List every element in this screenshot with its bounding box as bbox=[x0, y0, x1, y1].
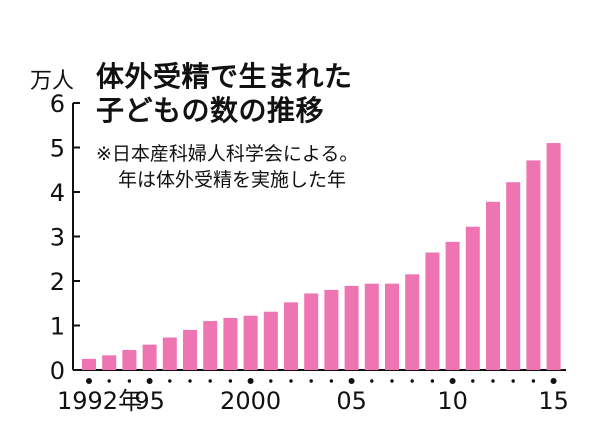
bar-2003 bbox=[304, 293, 319, 370]
x-tick-dot bbox=[430, 379, 435, 383]
bar-2009 bbox=[425, 252, 440, 370]
bar-2001 bbox=[263, 311, 278, 370]
bar-1995 bbox=[142, 344, 157, 370]
bar-1993 bbox=[102, 355, 117, 370]
bar-2002 bbox=[284, 302, 298, 370]
bar-2007 bbox=[385, 283, 399, 370]
chart-note-source: ※日本産科婦人科学会による。 bbox=[96, 143, 359, 165]
chart-note-year-definition: 年は体外受精を実施した年 bbox=[118, 169, 347, 191]
chart-title-line-2: 子どもの数の推移 bbox=[96, 94, 325, 127]
y-tick-label: 3 bbox=[50, 224, 65, 252]
x-tick-dot bbox=[208, 379, 212, 383]
x-tick-dot bbox=[390, 379, 394, 383]
x-tick-label: 15 bbox=[538, 387, 569, 415]
x-tick-dot bbox=[449, 378, 456, 384]
y-tick-label: 6 bbox=[50, 90, 65, 118]
x-tick-label: 10 bbox=[437, 387, 468, 415]
x-tick-dot bbox=[127, 379, 132, 383]
x-tick-label: 1992年 bbox=[57, 387, 142, 415]
y-tick-label: 4 bbox=[50, 179, 65, 207]
x-tick-dot bbox=[247, 378, 254, 384]
bar-2006 bbox=[364, 283, 379, 370]
x-tick-dot bbox=[531, 379, 536, 383]
x-tick-dot bbox=[370, 379, 374, 383]
bar-2012 bbox=[486, 201, 500, 370]
y-tick-label: 2 bbox=[50, 268, 65, 296]
x-tick-dot bbox=[348, 378, 355, 384]
y-tick-label: 5 bbox=[50, 135, 65, 163]
bar-2005 bbox=[344, 285, 359, 370]
bar-1997 bbox=[183, 329, 197, 370]
bar-2000 bbox=[243, 315, 258, 370]
y-axis-unit: 万人 bbox=[30, 69, 75, 94]
x-tick-dot bbox=[329, 379, 334, 383]
x-tick-dot bbox=[188, 379, 192, 383]
x-tick-dot bbox=[471, 379, 475, 383]
bar-1994 bbox=[122, 349, 137, 370]
y-tick-label: 1 bbox=[50, 313, 65, 341]
chart-title-line-1: 体外受精で生まれた bbox=[96, 60, 353, 93]
x-tick-label: 95 bbox=[134, 387, 165, 415]
bar-2010 bbox=[445, 241, 460, 370]
bar-1999 bbox=[223, 317, 238, 370]
x-tick-dot bbox=[107, 379, 111, 383]
bar-1998 bbox=[203, 321, 218, 370]
bar-2008 bbox=[405, 274, 420, 370]
x-tick-dot bbox=[289, 379, 293, 383]
x-tick-dot bbox=[491, 379, 495, 383]
x-tick-label: 2000 bbox=[220, 387, 281, 415]
bar-1996 bbox=[162, 337, 177, 370]
x-tick-dot bbox=[511, 379, 515, 383]
bar-2004 bbox=[324, 289, 339, 370]
bar-2011 bbox=[465, 226, 480, 370]
bar-1992 bbox=[82, 358, 96, 370]
x-tick-dot bbox=[146, 378, 153, 384]
x-tick-label: 05 bbox=[336, 387, 367, 415]
bar-2015 bbox=[546, 143, 561, 370]
x-tick-dot bbox=[168, 379, 172, 383]
x-tick-dot bbox=[309, 379, 313, 383]
bar-2014 bbox=[526, 160, 541, 370]
bar-2013 bbox=[506, 182, 521, 370]
x-tick-dot bbox=[228, 379, 233, 383]
x-tick-dot bbox=[410, 379, 414, 383]
x-tick-dot bbox=[86, 378, 92, 384]
x-tick-dot bbox=[550, 378, 557, 384]
y-tick-label: 0 bbox=[50, 357, 65, 385]
x-tick-dot bbox=[269, 379, 273, 383]
